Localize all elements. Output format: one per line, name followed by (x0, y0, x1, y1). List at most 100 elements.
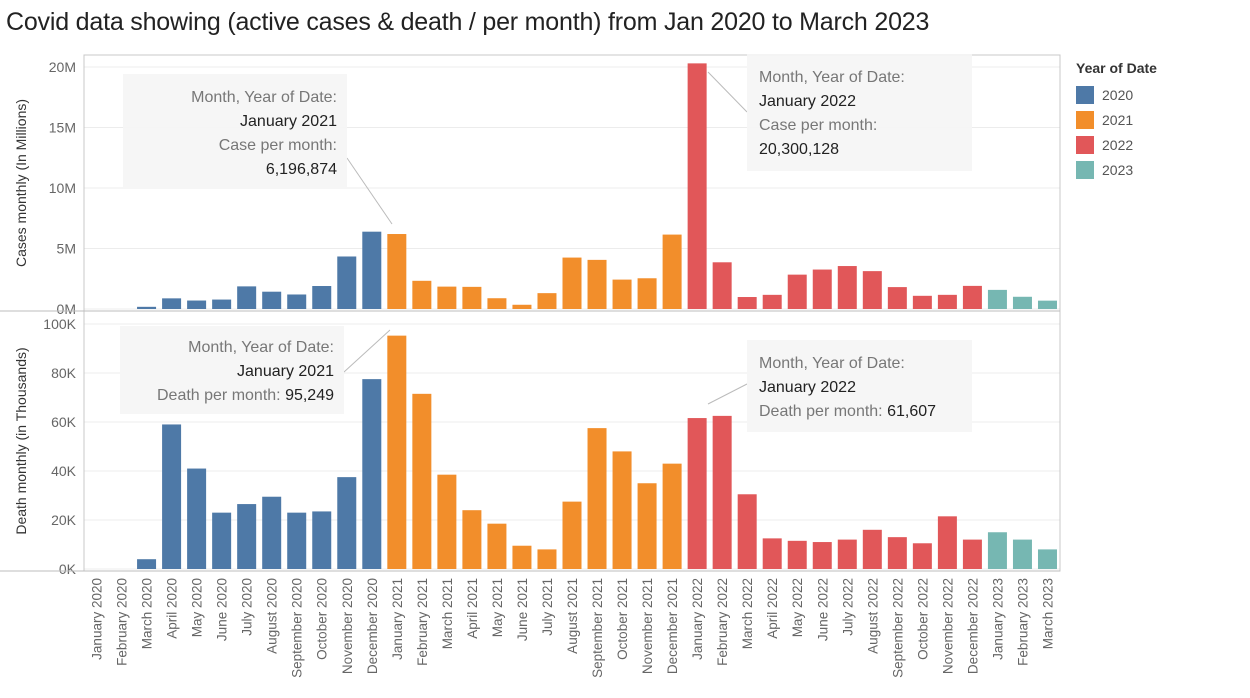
bar-death-38 (1012, 539, 1032, 569)
legend-item-2023[interactable]: 2023 (1076, 157, 1157, 182)
bar-death-9 (287, 512, 307, 569)
bar-death-37 (987, 532, 1007, 569)
bar-cases-37 (987, 289, 1007, 309)
bar-death-19 (537, 549, 557, 569)
bar-death-15 (437, 474, 457, 569)
x-tick-label: July 2020 (240, 578, 255, 636)
bar-cases-16 (462, 286, 482, 309)
y-tick-label: 15M (49, 120, 76, 136)
tooltip-death-jan-2021: Month, Year of Date: January 2021 Death … (120, 326, 344, 414)
bar-cases-36 (962, 285, 982, 309)
y-tick-label: 10M (49, 180, 76, 196)
bar-death-26 (712, 415, 732, 569)
y-tick-label: 40K (51, 463, 77, 479)
bar-death-16 (462, 510, 482, 569)
x-tick-label: May 2020 (190, 578, 205, 637)
tooltip-field: Month, Year of Date: (759, 355, 905, 372)
bar-death-21 (587, 428, 607, 569)
tooltip-death-jan-2022: Month, Year of Date: January 2022 Death … (747, 340, 972, 432)
x-tick-label: August 2022 (865, 578, 880, 654)
tooltip-value: 20,300,128 (759, 141, 840, 158)
y-tick-label: 5M (57, 241, 76, 257)
y-tick-label: 100K (43, 316, 76, 332)
y-tick-label: 20M (49, 59, 76, 75)
y-tick-label: 80K (51, 365, 77, 381)
x-tick-label: May 2022 (790, 578, 805, 637)
y-tick-label: 0K (59, 561, 77, 577)
x-tick-label: February 2021 (415, 578, 430, 666)
legend-label: 2023 (1102, 161, 1134, 178)
tooltip-cases-jan-2022: Month, Year of Date: January 2022 Case p… (747, 54, 972, 171)
bar-death-5 (187, 468, 207, 569)
tooltip-field: Month, Year of Date: (759, 69, 905, 86)
bar-death-32 (862, 529, 882, 569)
legend-item-2020[interactable]: 2020 (1076, 82, 1157, 107)
x-tick-label: March 2020 (140, 578, 155, 649)
bar-cases-28 (762, 294, 782, 309)
bar-cases-15 (437, 286, 457, 309)
y-tick-label: 0M (57, 301, 76, 317)
legend: Year of Date 2020 2021 2022 2023 (1076, 60, 1157, 182)
tooltip-pointer (707, 71, 748, 113)
x-tick-label: November 2021 (640, 578, 655, 674)
x-tick-label: March 2022 (740, 578, 755, 649)
bar-cases-26 (712, 262, 732, 309)
tooltip-month: January 2022 (759, 93, 856, 110)
bar-cases-14 (412, 280, 432, 309)
x-tick-label: June 2021 (515, 578, 530, 641)
x-tick-label: January 2020 (90, 578, 105, 660)
bar-cases-24 (662, 234, 682, 309)
tooltip-value: 6,196,874 (265, 161, 337, 178)
legend-label: 2022 (1102, 136, 1134, 153)
legend-item-2021[interactable]: 2021 (1076, 107, 1157, 132)
y-tick-label: 20K (51, 512, 77, 528)
x-tick-label: March 2023 (1040, 578, 1055, 649)
bar-cases-25 (687, 63, 707, 309)
tooltip-pointer (707, 383, 748, 405)
bar-death-34 (912, 543, 932, 569)
x-tick-label: July 2022 (840, 578, 855, 636)
bar-death-28 (762, 538, 782, 569)
bar-cases-35 (937, 294, 957, 309)
bar-cases-32 (862, 271, 882, 309)
legend-swatch (1076, 85, 1094, 104)
legend-swatch (1076, 110, 1094, 129)
legend-item-2022[interactable]: 2022 (1076, 132, 1157, 157)
bar-cases-23 (637, 278, 657, 309)
bar-cases-38 (1012, 296, 1032, 309)
x-tick-label: October 2021 (615, 578, 630, 660)
bar-death-24 (662, 463, 682, 569)
tooltip-value: 95,249 (285, 387, 334, 404)
legend-swatch (1076, 160, 1094, 179)
x-tick-label: April 2022 (765, 578, 780, 639)
bar-cases-19 (537, 293, 557, 309)
x-tick-label: February 2022 (715, 578, 730, 666)
tooltip-value: 61,607 (887, 403, 937, 420)
bar-death-7 (237, 504, 257, 569)
x-tick-label: July 2021 (540, 578, 555, 636)
x-tick-label: January 2021 (390, 578, 405, 660)
bar-cases-5 (187, 300, 207, 309)
page-title: Covid data showing (active cases & death… (6, 8, 930, 36)
tooltip-pointer (343, 329, 391, 373)
tooltip-cases-jan-2021: Month, Year of Date: January 2021 Case p… (123, 74, 347, 188)
x-tick-label: June 2022 (815, 578, 830, 641)
tooltip-pointer (346, 157, 393, 225)
bar-cases-12 (362, 231, 382, 309)
bar-cases-13 (387, 234, 407, 309)
bar-death-4 (162, 424, 182, 569)
bar-cases-31 (837, 266, 857, 309)
x-tick-label: February 2023 (1015, 578, 1030, 666)
x-tick-label: January 2022 (690, 578, 705, 660)
bar-cases-6 (212, 299, 232, 309)
x-tick-label: September 2022 (890, 578, 905, 678)
x-tick-label: February 2020 (115, 578, 130, 666)
x-tick-label: November 2020 (340, 578, 355, 674)
bar-death-33 (887, 537, 907, 569)
bar-death-17 (487, 523, 507, 569)
x-tick-label: October 2022 (915, 578, 930, 660)
bar-cases-11 (337, 256, 357, 309)
bar-cases-30 (812, 269, 832, 309)
x-tick-label: April 2021 (465, 578, 480, 639)
bar-death-30 (812, 542, 832, 569)
